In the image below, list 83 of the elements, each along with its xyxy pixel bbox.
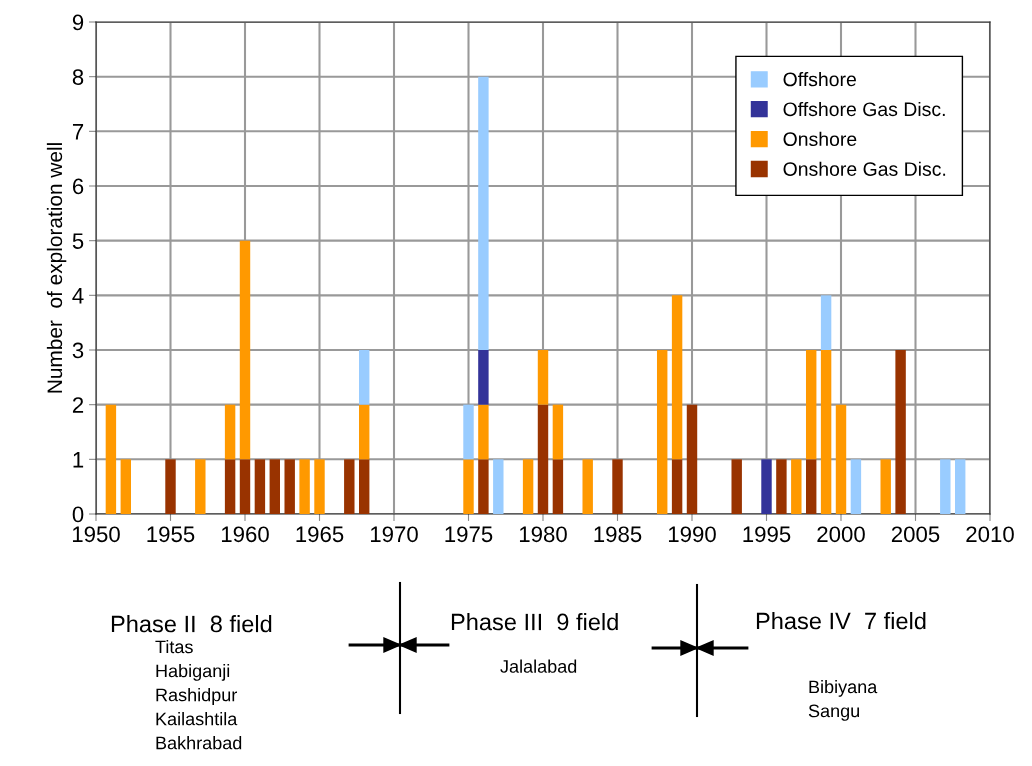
bar [805,459,817,514]
bar [299,459,310,514]
y-tick-label: 3 [72,342,84,359]
bar [358,350,370,405]
bar [269,459,281,514]
bar [165,459,176,514]
bar [805,350,817,460]
legend-label: Onshore Gas Disc. [783,161,946,176]
bar [358,459,370,514]
bar [478,459,489,514]
bar [671,295,683,460]
bar [195,459,206,514]
bar [656,350,668,514]
x-tick-label: 1955 [147,526,195,543]
x-tick-label: 1970 [370,526,418,543]
bar [835,404,847,514]
x-tick-label: 2000 [817,526,865,543]
y-tick-label: 6 [72,178,84,195]
bar [820,350,832,514]
text: Phase IV 7 field [756,612,926,630]
y-tick-label: 5 [72,233,84,249]
bar [478,76,489,350]
legend-label: Offshore Gas Disc. [783,101,945,117]
bar [880,459,891,514]
x-tick-label: 2010 [966,526,1014,543]
x-tick-label: 1960 [221,526,269,543]
bar [284,459,295,514]
bar [344,459,355,514]
bar [776,459,787,514]
y-tick-label: 4 [72,288,84,304]
y-tick-label: 1 [73,452,84,468]
y-axis-title: Number of exploration well [46,143,67,393]
bar [478,404,489,460]
y-tick-label: 0 [72,506,84,523]
bar [224,404,236,460]
bar [105,404,117,514]
bar [686,404,698,514]
bar [537,404,549,514]
text: Titas Habiganji Rashidpur Kailashtila Bakhrabad [155,640,242,750]
y-tick-label: 9 [72,14,84,31]
bar [522,459,534,514]
bar [463,459,474,514]
bar [612,459,623,514]
bar [954,459,966,514]
text: Jalalabad [500,659,577,673]
bar [314,459,325,514]
bar [552,404,564,460]
bar [463,404,474,460]
bar [895,350,906,514]
bar [254,459,266,514]
x-tick-label: 1980 [519,526,567,543]
x-tick-label: 1975 [445,526,493,543]
bar [940,459,951,514]
bar [582,459,593,514]
bar [239,459,251,514]
bar [537,350,549,405]
bar [493,459,504,514]
bar [791,459,802,514]
bar [731,459,742,514]
x-tick-label: 1995 [743,526,791,543]
bar [120,459,132,514]
x-tick-label: 1990 [668,526,716,543]
bar [224,459,236,514]
y-tick-label: 8 [72,69,84,85]
text: Bibiyana Sangu [808,680,878,721]
bar [820,295,832,350]
bar [478,350,489,405]
legend-label: Onshore [783,131,857,147]
x-tick-label: 2005 [891,526,940,543]
bar [850,459,862,514]
y-tick-label: 7 [72,124,84,140]
text: Phase III 9 field [451,613,618,631]
bar [761,459,772,514]
text: Phase II 8 field [111,615,272,633]
x-tick-label: 1950 [72,526,120,543]
bar [239,240,251,460]
bar [358,404,370,460]
bar [552,459,564,514]
x-tick-label: 1965 [296,526,344,543]
x-tick-label: 1985 [594,526,642,543]
y-tick-label: 2 [72,397,84,413]
legend-label: Offshore [783,71,856,87]
bar [671,459,683,514]
